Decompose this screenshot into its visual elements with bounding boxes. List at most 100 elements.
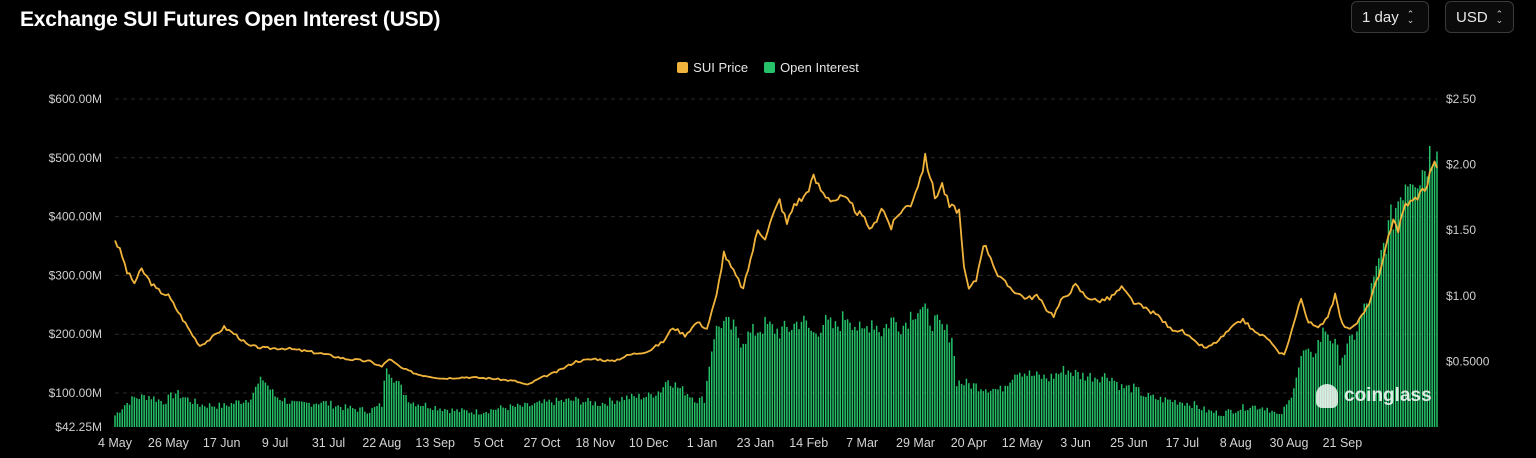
- oi-bar: [749, 332, 752, 427]
- oi-bar: [1416, 188, 1419, 427]
- oi-bar: [429, 408, 432, 427]
- oi-bar: [744, 343, 747, 427]
- oi-bar: [943, 329, 946, 427]
- oi-bar: [291, 400, 293, 427]
- oi-bar: [143, 395, 145, 427]
- oi-bar: [1060, 372, 1062, 427]
- oi-bar: [235, 400, 238, 427]
- oi-bar: [718, 326, 720, 427]
- oi-bar: [1433, 164, 1436, 427]
- oi-bar: [269, 389, 271, 427]
- legend-item-sui-price[interactable]: SUI Price: [677, 60, 748, 75]
- oi-bar: [1191, 407, 1193, 427]
- oi-bar: [1365, 303, 1368, 427]
- oi-bar: [575, 396, 577, 427]
- oi-bar: [1302, 350, 1305, 427]
- legend-item-open-interest[interactable]: Open Interest: [764, 60, 859, 75]
- oi-bar: [1266, 407, 1268, 427]
- oi-bar: [412, 402, 415, 427]
- page-title: Exchange SUI Futures Open Interest (USD): [20, 8, 441, 31]
- oi-bar: [441, 411, 444, 427]
- oi-bar: [941, 324, 943, 427]
- oi-bar: [516, 403, 519, 427]
- oi-bar: [1145, 397, 1147, 427]
- oi-bar: [965, 378, 968, 427]
- oi-bar: [1341, 357, 1344, 427]
- oi-bar: [706, 380, 708, 427]
- oi-bar: [1290, 397, 1293, 427]
- oi-bar: [1283, 406, 1285, 427]
- currency-select[interactable]: USD ⌃ ⌄: [1445, 1, 1514, 33]
- interval-select[interactable]: 1 day ⌃ ⌄: [1351, 1, 1429, 33]
- oi-bar: [1162, 402, 1164, 427]
- oi-bar: [1171, 401, 1174, 427]
- oi-bar: [635, 397, 638, 427]
- x-tick-label: 21 Sep: [1323, 436, 1363, 450]
- x-tick-label: 25 Jun: [1110, 436, 1148, 450]
- oi-bar: [662, 387, 664, 427]
- oi-bar: [320, 402, 322, 427]
- oi-bar: [985, 389, 987, 427]
- oi-bar: [1036, 371, 1038, 427]
- oi-bar: [730, 329, 732, 427]
- oi-bar: [1140, 395, 1142, 427]
- oi-bar: [301, 401, 303, 427]
- oi-bar: [194, 398, 196, 427]
- oi-bar: [390, 377, 393, 427]
- oi-bar: [1111, 377, 1113, 427]
- oi-bar: [970, 388, 973, 427]
- oi-bar: [1067, 370, 1070, 427]
- oi-bar: [701, 396, 703, 427]
- oi-bar: [951, 337, 953, 427]
- oi-bar: [742, 343, 744, 427]
- oi-bar: [366, 413, 369, 427]
- oi-bar: [650, 394, 652, 427]
- oi-bar: [448, 413, 451, 427]
- oi-bar: [582, 402, 584, 427]
- oi-bar: [1295, 377, 1298, 427]
- y-left-tick-label: $400.00M: [49, 210, 102, 224]
- oi-bar: [1346, 343, 1348, 427]
- y-right-tick-label: $2.50: [1446, 92, 1476, 106]
- interval-select-value: 1 day: [1362, 8, 1399, 26]
- oi-bar: [849, 322, 851, 427]
- oi-bar: [475, 409, 478, 427]
- oi-bar: [170, 392, 172, 427]
- oi-bar: [121, 409, 124, 427]
- oi-bar: [866, 326, 868, 427]
- oi-bar: [1436, 151, 1438, 428]
- oi-bar: [179, 398, 182, 427]
- oi-bar: [419, 405, 422, 427]
- oi-bar: [1069, 372, 1072, 427]
- oi-bar: [1363, 303, 1365, 427]
- oi-bar: [337, 405, 339, 427]
- oi-bar: [1411, 184, 1414, 427]
- oi-bar: [148, 395, 150, 427]
- oi-bar: [187, 397, 189, 427]
- oi-bar: [1120, 384, 1123, 427]
- oi-bar: [541, 403, 543, 427]
- oi-bar: [810, 330, 812, 427]
- oi-bar: [274, 396, 276, 427]
- oi-bar: [308, 402, 310, 427]
- oi-bar: [342, 410, 344, 427]
- oi-bar: [737, 337, 740, 427]
- oi-bar: [997, 389, 999, 427]
- oi-bar: [1339, 365, 1341, 427]
- watermark-text: coinglass: [1344, 385, 1432, 406]
- oi-bar: [499, 405, 502, 427]
- oi-bar: [201, 404, 204, 427]
- oi-bar: [119, 412, 121, 427]
- oi-bar: [1077, 372, 1079, 427]
- oi-bar: [1244, 410, 1247, 427]
- oi-bar: [349, 405, 352, 427]
- oi-bar: [679, 388, 681, 427]
- oi-bar: [710, 351, 713, 427]
- oi-bar: [1213, 412, 1215, 427]
- oi-bar: [793, 323, 795, 427]
- oi-bar: [880, 336, 883, 427]
- x-tick-label: 29 Mar: [896, 436, 935, 450]
- oi-bar: [1227, 409, 1230, 427]
- oi-bar: [1002, 391, 1004, 427]
- oi-bar: [162, 404, 165, 427]
